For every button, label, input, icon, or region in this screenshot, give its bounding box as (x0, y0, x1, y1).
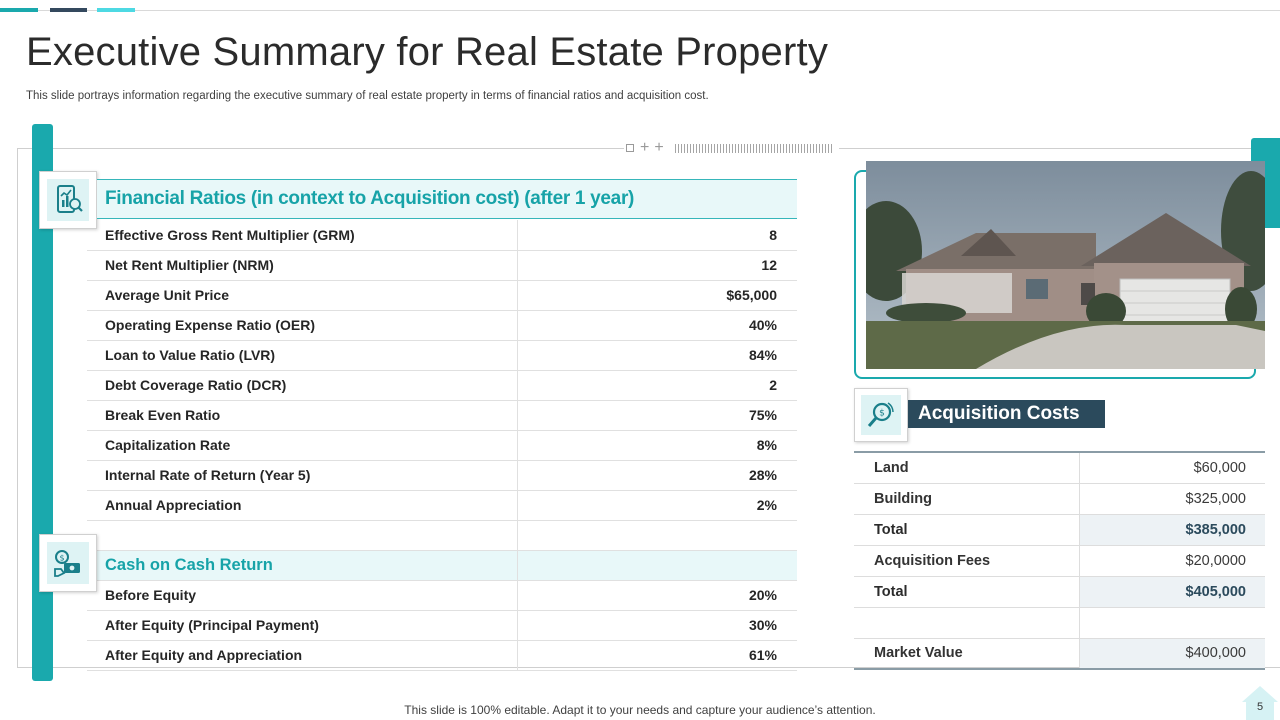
table-row: After Equity and Appreciation 61% (87, 640, 797, 671)
cash-return-value: 20% (517, 580, 797, 611)
table-row: Effective Gross Rent Multiplier (GRM) 8 (87, 220, 797, 251)
cost-label: Total (854, 576, 1080, 608)
top-divider (0, 10, 1280, 11)
ratio-label: Capitalization Rate (87, 430, 518, 461)
acquisition-costs-table: Land $60,000 Building $325,000 Total $385,000… (854, 451, 1265, 670)
ratio-label: Annual Appreciation (87, 490, 518, 521)
table-row: Before Equity 20% (87, 580, 797, 611)
home-icon (1242, 686, 1278, 720)
ratio-label: Debt Coverage Ratio (DCR) (87, 370, 518, 401)
table-row: Debt Coverage Ratio (DCR) 2 (87, 370, 797, 401)
ratio-value: 8% (517, 430, 797, 461)
financial-icon-box (39, 171, 97, 229)
ratio-value: 8 (517, 220, 797, 251)
acquisition-icon-box: $ (854, 388, 908, 442)
square-mark (626, 144, 634, 152)
ratio-label: Operating Expense Ratio (OER) (87, 310, 518, 341)
ratio-value: $65,000 (517, 280, 797, 311)
slide-subtitle: This slide portrays information regardin… (26, 90, 709, 102)
ratio-value: 12 (517, 250, 797, 281)
svg-text:$: $ (59, 554, 64, 563)
accent-bar-light (97, 8, 135, 12)
footer-note: This slide is 100% editable. Adapt it to… (404, 703, 876, 717)
table-row: Land $60,000 (854, 452, 1265, 484)
ratio-value: 2% (517, 490, 797, 521)
ratio-value: 28% (517, 460, 797, 491)
table-row: Operating Expense Ratio (OER) 40% (87, 310, 797, 341)
financial-ratios-heading: Financial Ratios (in context to Acquisit… (97, 179, 797, 219)
cash-return-value: 30% (517, 610, 797, 641)
accent-bar-teal (0, 8, 38, 12)
table-row: Total $405,000 (854, 576, 1265, 608)
table-row: Break Even Ratio 75% (87, 400, 797, 431)
ratio-value: 40% (517, 310, 797, 341)
decorative-ruler: + + (624, 139, 839, 156)
table-row: Building $325,000 (854, 483, 1265, 515)
house-photo (866, 161, 1265, 369)
cost-value: $60,000 (1079, 452, 1265, 484)
slide-title: Executive Summary for Real Estate Proper… (26, 30, 829, 74)
table-row: Internal Rate of Return (Year 5) 28% (87, 460, 797, 491)
plus-mark: + (640, 139, 650, 156)
cost-value: $405,000 (1079, 576, 1265, 608)
cash-return-label: After Equity (Principal Payment) (87, 610, 518, 641)
spacer-cell (517, 520, 797, 551)
plus-mark: + (654, 139, 664, 156)
money-hand-icon: $ (54, 550, 80, 577)
ratio-label: Net Rent Multiplier (NRM) (87, 250, 518, 281)
cost-label (854, 607, 1080, 639)
table-row: Average Unit Price $65,000 (87, 280, 797, 311)
table-row: After Equity (Principal Payment) 30% (87, 610, 797, 641)
spacer-cell (87, 520, 518, 551)
tick-marks (674, 143, 833, 153)
cash-icon-box: $ (39, 534, 97, 592)
ratio-value: 2 (517, 370, 797, 401)
cost-label: Building (854, 483, 1080, 515)
table-row: Annual Appreciation 2% (87, 490, 797, 521)
cost-label: Total (854, 514, 1080, 546)
cash-return-value: 61% (517, 640, 797, 671)
ratio-label: Loan to Value Ratio (LVR) (87, 340, 518, 371)
cash-on-cash-header-row: Cash on Cash Return (87, 550, 797, 581)
cost-value: $325,000 (1079, 483, 1265, 515)
cost-value: $400,000 (1079, 638, 1265, 670)
table-row: Net Rent Multiplier (NRM) 12 (87, 250, 797, 281)
table-row: Market Value $400,000 (854, 638, 1265, 670)
tablet-chart-icon (57, 185, 83, 213)
cost-value (1079, 607, 1265, 639)
cost-value: $20,0000 (1079, 545, 1265, 577)
table-row: Acquisition Fees $20,0000 (854, 545, 1265, 577)
cash-on-cash-heading: Cash on Cash Return (87, 550, 518, 581)
table-row (87, 520, 797, 551)
page-number-badge: 5 (1240, 684, 1280, 720)
ratio-label: Effective Gross Rent Multiplier (GRM) (87, 220, 518, 251)
cash-return-label: Before Equity (87, 580, 518, 611)
cost-label: Land (854, 452, 1080, 484)
ratio-value: 84% (517, 340, 797, 371)
table-row: Loan to Value Ratio (LVR) 84% (87, 340, 797, 371)
ratio-label: Average Unit Price (87, 280, 518, 311)
cost-value: $385,000 (1079, 514, 1265, 546)
page-number: 5 (1256, 701, 1264, 713)
cash-return-label: After Equity and Appreciation (87, 640, 518, 671)
accent-bar-dark (50, 8, 87, 12)
ratio-value: 75% (517, 400, 797, 431)
acquisition-costs-heading: Acquisition Costs (908, 400, 1105, 428)
ratio-label: Break Even Ratio (87, 400, 518, 431)
cost-label: Acquisition Fees (854, 545, 1080, 577)
table-row (854, 607, 1265, 639)
table-row: Total $385,000 (854, 514, 1265, 546)
table-row: Capitalization Rate 8% (87, 430, 797, 461)
svg-text:$: $ (879, 409, 885, 419)
ratio-label: Internal Rate of Return (Year 5) (87, 460, 518, 491)
dollar-search-icon: $ (867, 402, 894, 427)
cost-label: Market Value (854, 638, 1080, 670)
financial-ratios-table: Effective Gross Rent Multiplier (GRM) 8 Ne… (87, 220, 797, 671)
